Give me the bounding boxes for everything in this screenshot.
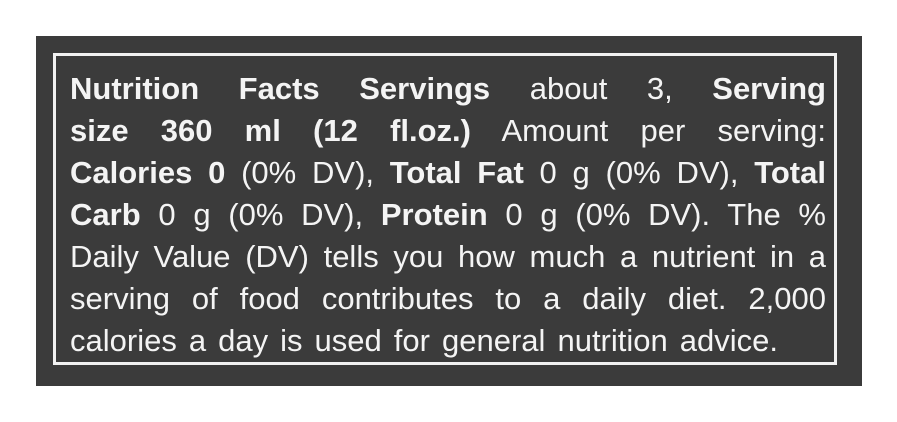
text-line: Calories 0 (0% DV), Total Fat 0 g (0% DV… [70, 152, 826, 194]
nutrition-label-panel: Nutrition Facts Servings about 3, Servin… [36, 36, 862, 386]
text-line: Carb 0 g (0% DV), Protein 0 g (0% DV). T… [70, 194, 826, 236]
text-segment: Amount per serving: [470, 113, 826, 148]
text-line: Daily Value (DV) tells you how much a nu… [70, 236, 826, 278]
bold-text-segment: Calories 0 [70, 155, 226, 190]
text-segment: 0 g (0% DV). The % [487, 197, 826, 232]
text-segment: about 3, [490, 71, 713, 106]
text-line: size 360 ml (12 fl.oz.) Amount per servi… [70, 110, 826, 152]
bold-text-segment: Total [754, 155, 826, 190]
text-line: Nutrition Facts Servings about 3, Servin… [70, 68, 826, 110]
bold-text-segment: size 360 ml (12 fl.oz.) [70, 113, 471, 148]
text-line: serving of food contributes to a daily d… [70, 278, 826, 320]
bold-text-segment: Carb [70, 197, 141, 232]
bold-text-segment: Serving [712, 71, 826, 106]
nutrition-facts-text: Nutrition Facts Servings about 3, Servin… [70, 68, 826, 362]
text-segment: (0% DV), [225, 155, 390, 190]
text-line: calories a day is used for general nutri… [70, 320, 778, 362]
text-segment: 0 g (0% DV), [140, 197, 381, 232]
text-segment: serving of food contributes to a daily d… [70, 281, 826, 316]
bold-text-segment: Total Fat [389, 155, 524, 190]
bold-text-segment: Protein [380, 197, 488, 232]
text-segment: 0 g (0% DV), [523, 155, 755, 190]
label-border [53, 53, 837, 365]
text-segment: calories a day is used for general nutri… [70, 323, 778, 358]
bold-text-segment: Nutrition Facts Servings [70, 71, 491, 106]
text-segment: Daily Value (DV) tells you how much a nu… [70, 239, 826, 274]
